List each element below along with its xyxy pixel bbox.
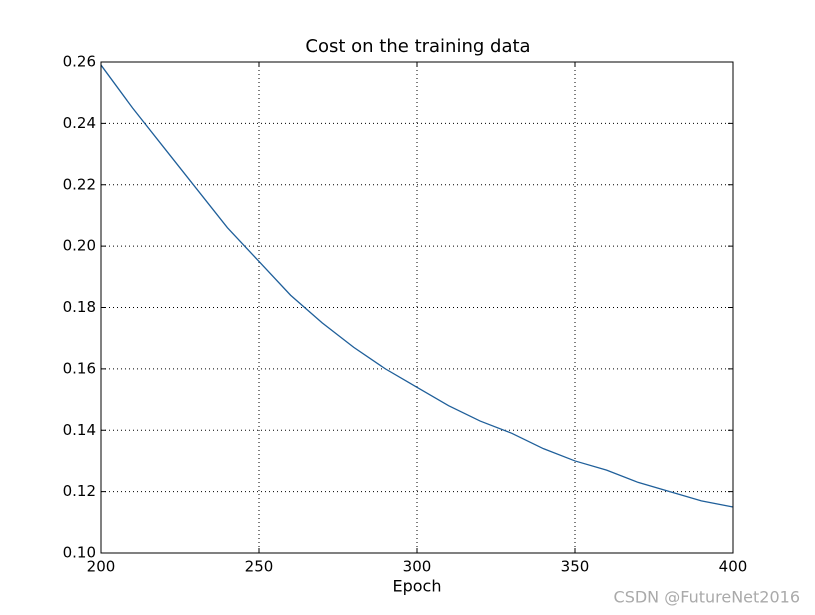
y-tick-label: 0.20 — [63, 237, 96, 255]
plot-frame — [100, 61, 734, 554]
y-tick-label: 0.24 — [63, 114, 96, 132]
y-tick-label: 0.18 — [63, 298, 96, 316]
line-series — [100, 64, 734, 508]
y-tick-label: 0.14 — [63, 421, 96, 439]
x-tick-label: 200 — [87, 558, 116, 576]
y-tick-label: 0.16 — [63, 359, 96, 377]
x-tick-label: 300 — [403, 558, 432, 576]
x-tick-label: 250 — [245, 558, 274, 576]
x-tick-label: 350 — [561, 558, 590, 576]
y-tick-label: 0.26 — [63, 53, 96, 71]
chart-title: Cost on the training data — [305, 36, 530, 57]
x-axis-label: Epoch — [393, 577, 442, 596]
x-tick-label: 400 — [719, 558, 748, 576]
y-tick-label: 0.22 — [63, 175, 96, 193]
y-tick-label: 0.12 — [63, 482, 96, 500]
y-tick-label: 0.10 — [63, 544, 96, 562]
watermark: CSDN @FutureNet2016 — [614, 588, 800, 607]
